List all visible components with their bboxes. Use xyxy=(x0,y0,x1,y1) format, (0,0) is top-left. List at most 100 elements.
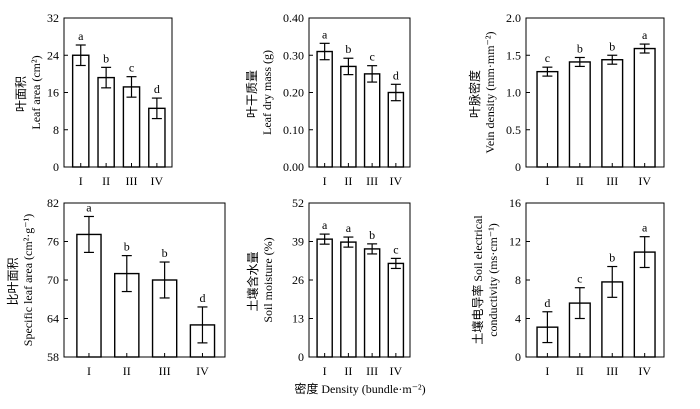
significance-letter: a xyxy=(86,200,92,214)
y-tick-label: 16 xyxy=(509,196,521,210)
y-tick-label: 64 xyxy=(47,312,59,326)
y-tick-label: 26 xyxy=(292,273,304,287)
bar xyxy=(633,47,656,168)
significance-letter: b xyxy=(103,51,109,65)
bar xyxy=(340,65,357,168)
y-tick-label: 70 xyxy=(47,273,59,287)
x-tick-label: III xyxy=(366,174,378,188)
x-tick-label: IV xyxy=(638,364,651,378)
bar xyxy=(387,262,405,358)
y-axis-label-en: 土壤电导率 Soil electrical xyxy=(470,215,485,345)
y-axis-label: 土壤电导率 Soil electricalconductivity (ms·cm… xyxy=(470,215,500,345)
bar xyxy=(363,248,381,358)
significance-letter: a xyxy=(346,221,352,235)
chart-panel-6: 0 4 8 12 16 d Ic II b III a IV 土壤电导率 Soil electrical… xyxy=(470,196,665,378)
y-tick-label: 76 xyxy=(47,235,59,249)
y-tick-label: 4 xyxy=(515,312,521,326)
x-tick-label: II xyxy=(123,364,131,378)
significance-letter: b xyxy=(609,251,615,265)
x-tick-label: III xyxy=(366,364,378,378)
significance-letter: b xyxy=(162,246,168,260)
y-axis-label: 叶脉密度 Vein density (mm·mm⁻²) xyxy=(467,32,497,154)
significance-letter: d xyxy=(393,68,399,82)
y-axis-label-en: Leaf area (cm²) xyxy=(29,55,43,129)
y-tick-label: 0.10 xyxy=(283,123,304,137)
y-tick-label: 39 xyxy=(292,235,304,249)
bar xyxy=(122,86,141,168)
y-tick-label: 2.0 xyxy=(506,11,521,25)
y-tick-label: 24 xyxy=(47,48,59,62)
x-tick-label: IV xyxy=(151,174,164,188)
bar xyxy=(71,54,90,168)
y-axis-label-en: Leaf dry mass (g) xyxy=(260,50,274,135)
y-tick-label: 8 xyxy=(515,273,521,287)
y-tick-label: 0 xyxy=(53,160,59,174)
y-tick-label: 0.40 xyxy=(283,11,304,25)
y-tick-label: 0 xyxy=(515,160,521,174)
x-tick-label: I xyxy=(545,364,549,378)
significance-letter: c xyxy=(393,242,398,256)
x-tick-label: III xyxy=(606,174,618,188)
x-tick-label: I xyxy=(87,364,91,378)
x-tick-label: IV xyxy=(638,174,651,188)
bar xyxy=(568,61,591,168)
y-axis-label-cn: 土壤含水量 xyxy=(245,248,260,311)
y-axis-label-en: Specific leaf area (cm²·g⁻¹) xyxy=(21,214,35,346)
y-axis-label-en-2: conductivity (ms·cm⁻¹) xyxy=(486,223,500,337)
y-axis-label-cn: 叶脉密度 xyxy=(467,67,482,118)
x-tick-label: IV xyxy=(196,364,209,378)
significance-letter: d xyxy=(544,296,550,310)
x-tick-label: II xyxy=(576,364,584,378)
bar xyxy=(316,238,333,358)
x-tick-label: I xyxy=(545,174,549,188)
bar xyxy=(76,233,102,358)
significance-letter: a xyxy=(322,27,328,41)
y-axis-label: 比叶面积 Specific leaf area (cm²·g⁻¹) xyxy=(6,214,35,346)
y-axis-label-en: Soil moisture (%) xyxy=(261,237,275,322)
significance-letter: b xyxy=(369,228,375,242)
chart-panel-4: 58 64 70 76 82 a Ib II b III d IV 比叶面积 Specific leaf… xyxy=(6,196,226,378)
y-axis-label-cn: 比叶面积 xyxy=(6,254,20,305)
y-axis-label: 叶面积 Leaf area (cm²) xyxy=(14,55,43,129)
significance-letter: c xyxy=(545,51,550,65)
x-tick-label: I xyxy=(323,174,327,188)
significance-letter: b xyxy=(124,240,130,254)
significance-letter: a xyxy=(78,29,84,43)
y-tick-label: 0 xyxy=(515,350,521,364)
y-axis-label: 叶干质量 Leaf dry mass (g) xyxy=(245,50,274,135)
bar xyxy=(97,76,115,168)
y-axis-label: 土壤含水量 Soil moisture (%) xyxy=(245,237,275,322)
x-tick-label: II xyxy=(576,174,584,188)
chart-panel-2: 0.00 0.10 0.20 0.30 0.40 a Ib II c III d IV 叶干质量 Lea… xyxy=(245,11,411,188)
x-tick-label: IV xyxy=(390,364,403,378)
y-tick-label: 13 xyxy=(292,312,304,326)
x-axis-label: 密度 Density (bundle·m⁻²) xyxy=(294,381,425,396)
x-tick-label: II xyxy=(344,364,352,378)
x-tick-label: III xyxy=(159,364,171,378)
bar xyxy=(536,70,559,168)
y-tick-label: 52 xyxy=(292,196,304,210)
y-tick-label: 32 xyxy=(47,11,59,25)
significance-letter: b xyxy=(577,41,583,55)
y-tick-label: 8 xyxy=(53,123,59,137)
significance-letter: c xyxy=(577,272,582,286)
chart-panel-3: 0 0.5 1.0 1.5 2.0 c Ib II b III a IV 叶脉密度 Vein densi… xyxy=(467,11,665,188)
bar xyxy=(340,241,357,358)
y-tick-label: 0 xyxy=(298,350,304,364)
y-axis-label-cn: 叶干质量 xyxy=(245,67,259,118)
significance-letter: c xyxy=(129,61,134,75)
significance-letter: a xyxy=(642,221,648,235)
x-tick-label: I xyxy=(323,364,327,378)
significance-letter: b xyxy=(609,39,615,53)
x-tick-label: III xyxy=(126,174,138,188)
y-tick-label: 0.20 xyxy=(283,86,304,100)
y-tick-label: 16 xyxy=(47,86,59,100)
bar xyxy=(601,59,624,168)
x-tick-label: IV xyxy=(390,174,403,188)
y-tick-label: 58 xyxy=(47,350,59,364)
y-tick-label: 1.5 xyxy=(506,48,521,62)
significance-letter: a xyxy=(322,218,328,232)
significance-letter: b xyxy=(345,42,351,56)
significance-letter: d xyxy=(199,291,205,305)
